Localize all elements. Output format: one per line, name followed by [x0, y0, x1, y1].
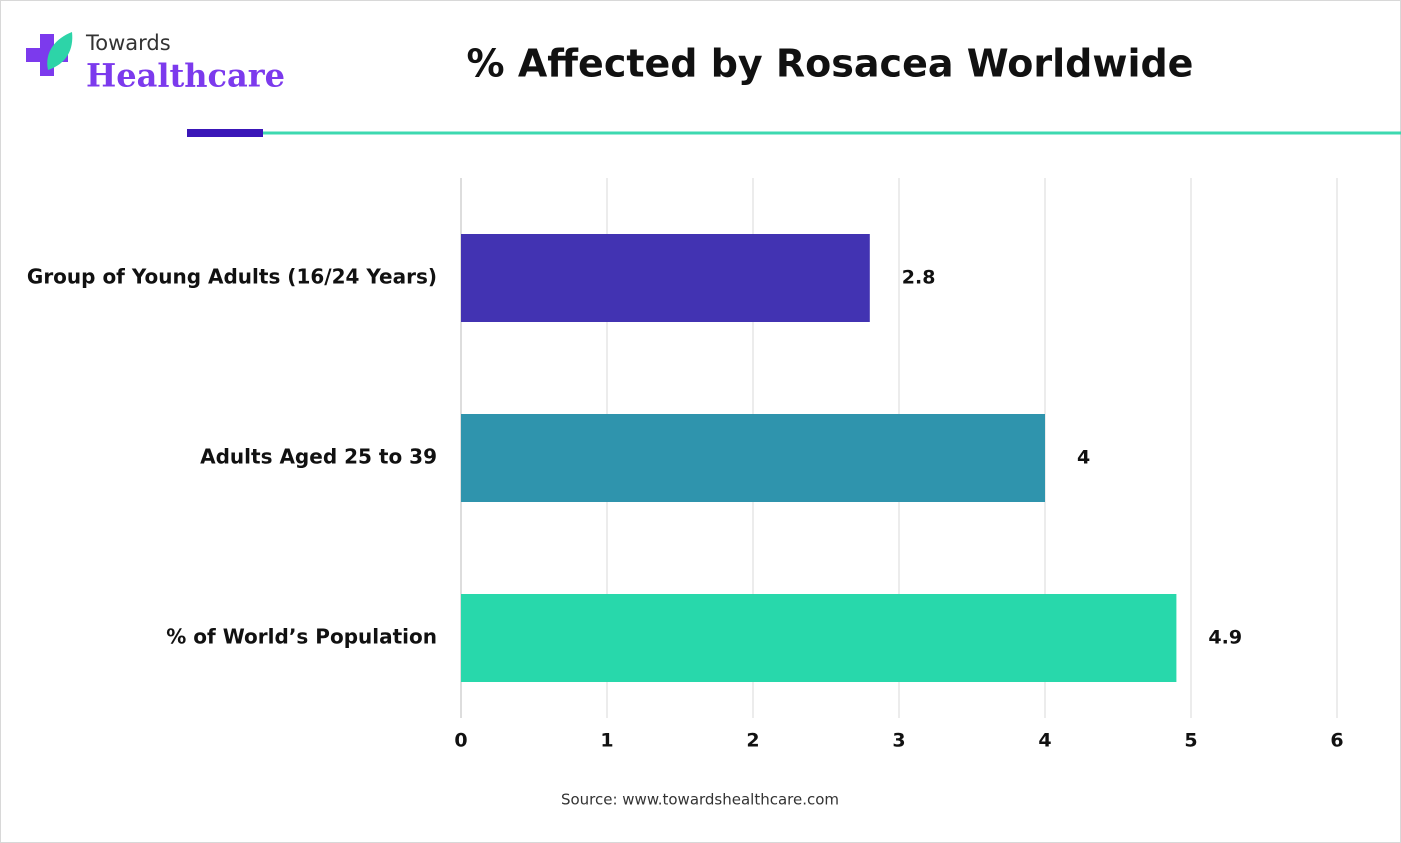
- value-label: 4.9: [1208, 627, 1242, 649]
- logo-bottom: Healthcare: [86, 57, 285, 95]
- x-tick-label: 4: [1038, 730, 1051, 752]
- bar: [461, 594, 1177, 682]
- bar: [461, 234, 870, 322]
- logo: Towards Healthcare: [26, 31, 285, 95]
- logo-leaf: [47, 32, 73, 70]
- x-tick-label: 0: [454, 730, 467, 752]
- x-tick-label: 1: [600, 730, 613, 752]
- y-tick-label: Adults Aged 25 to 39: [200, 445, 437, 469]
- value-label: 4: [1077, 447, 1090, 469]
- y-tick-label: Group of Young Adults (16/24 Years): [27, 265, 437, 289]
- logo-top: Towards: [85, 31, 171, 55]
- x-tick-label: 2: [746, 730, 759, 752]
- chart-title: % Affected by Rosacea Worldwide: [467, 42, 1194, 86]
- value-label: 2.8: [902, 267, 936, 289]
- y-tick-label: % of World’s Population: [166, 625, 437, 649]
- x-tick-label: 6: [1330, 730, 1343, 752]
- source: Source: www.towardshealthcare.com: [561, 791, 839, 809]
- x-tick-label: 3: [892, 730, 905, 752]
- bar: [461, 414, 1045, 502]
- logo-cross: [26, 34, 68, 76]
- x-tick-label: 5: [1184, 730, 1197, 752]
